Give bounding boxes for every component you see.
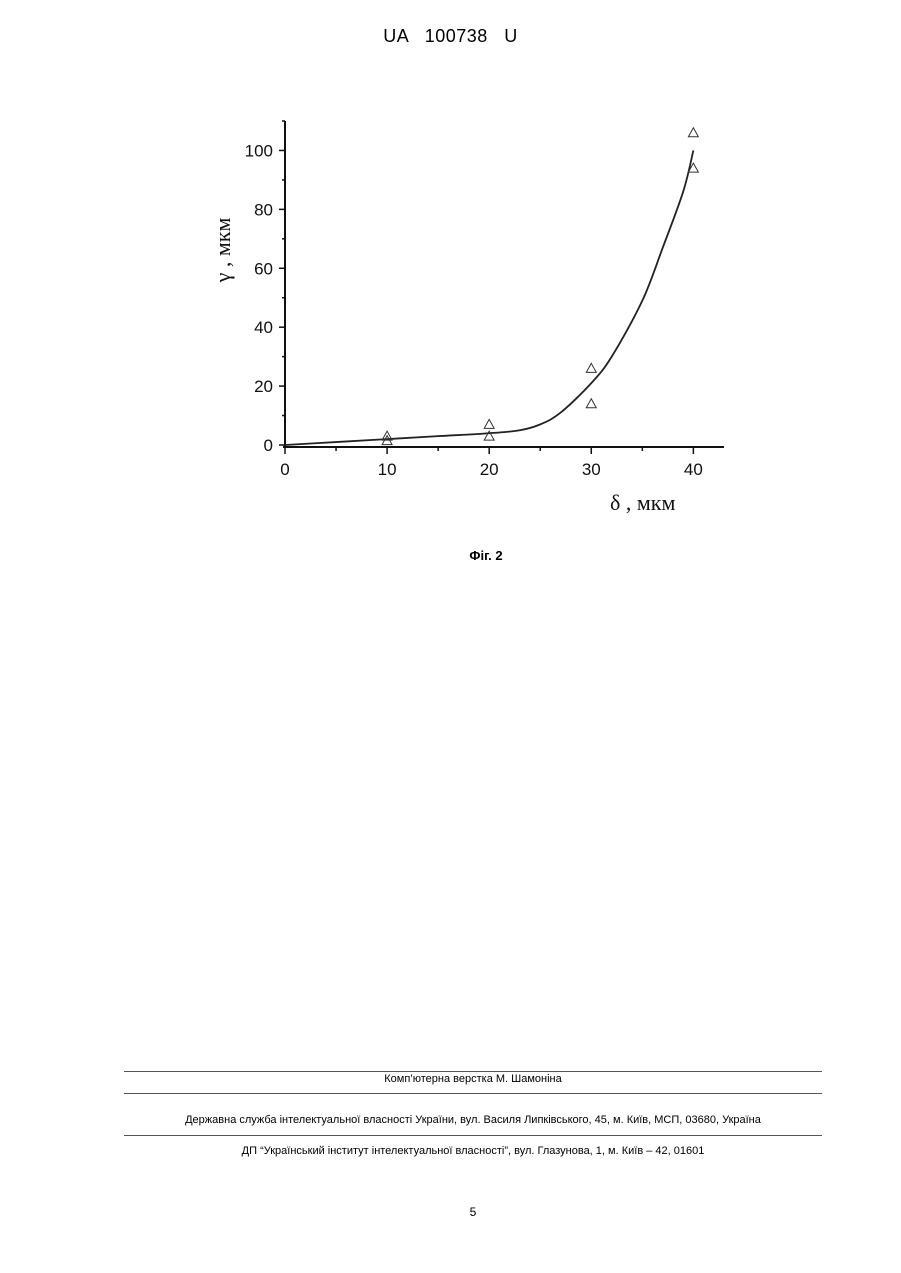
chart-axes bbox=[279, 121, 724, 454]
y-tick-label: 20 bbox=[254, 377, 273, 396]
institute-line: ДП “Український інститут інтелектуальної… bbox=[0, 1145, 901, 1157]
data-point-triangle bbox=[688, 128, 698, 137]
data-point-triangle bbox=[484, 419, 494, 428]
y-tick-label: 60 bbox=[254, 259, 273, 278]
document-header: UA 100738 U bbox=[0, 26, 901, 47]
y-tick-label: 100 bbox=[245, 141, 273, 160]
page-number: 5 bbox=[0, 1205, 901, 1219]
chart: 0 20 40 60 80 100 0 10 20 30 40 δ , мкм γ , мкм bbox=[190, 110, 750, 530]
fit-curve-layer bbox=[285, 150, 693, 445]
x-tick-label: 20 bbox=[480, 460, 499, 479]
y-tick-label: 80 bbox=[254, 200, 273, 219]
data-points-layer bbox=[382, 128, 698, 445]
footer-rule-middle bbox=[124, 1093, 822, 1094]
footer-rule-top bbox=[124, 1071, 822, 1072]
y-axis-title: γ , мкм bbox=[210, 218, 235, 284]
footer-rule-bottom bbox=[124, 1135, 822, 1136]
x-tick-label: 10 bbox=[378, 460, 397, 479]
x-tick-label: 40 bbox=[684, 460, 703, 479]
publisher-line: Державна служба інтелектуальної власност… bbox=[0, 1114, 901, 1126]
data-point-triangle bbox=[586, 399, 596, 408]
tick-labels-layer: 0 20 40 60 80 100 0 10 20 30 40 bbox=[245, 141, 703, 479]
x-axis-title: δ , мкм bbox=[610, 490, 675, 515]
y-tick-label: 0 bbox=[264, 436, 273, 455]
data-point-triangle bbox=[586, 363, 596, 372]
credit-line: Комп’ютерна верстка М. Шамоніна bbox=[0, 1073, 901, 1085]
x-tick-label: 30 bbox=[582, 460, 601, 479]
figure-caption: Фіг. 2 bbox=[0, 548, 901, 563]
fit-curve bbox=[285, 150, 693, 445]
y-tick-label: 40 bbox=[254, 318, 273, 337]
x-tick-label: 0 bbox=[280, 460, 289, 479]
